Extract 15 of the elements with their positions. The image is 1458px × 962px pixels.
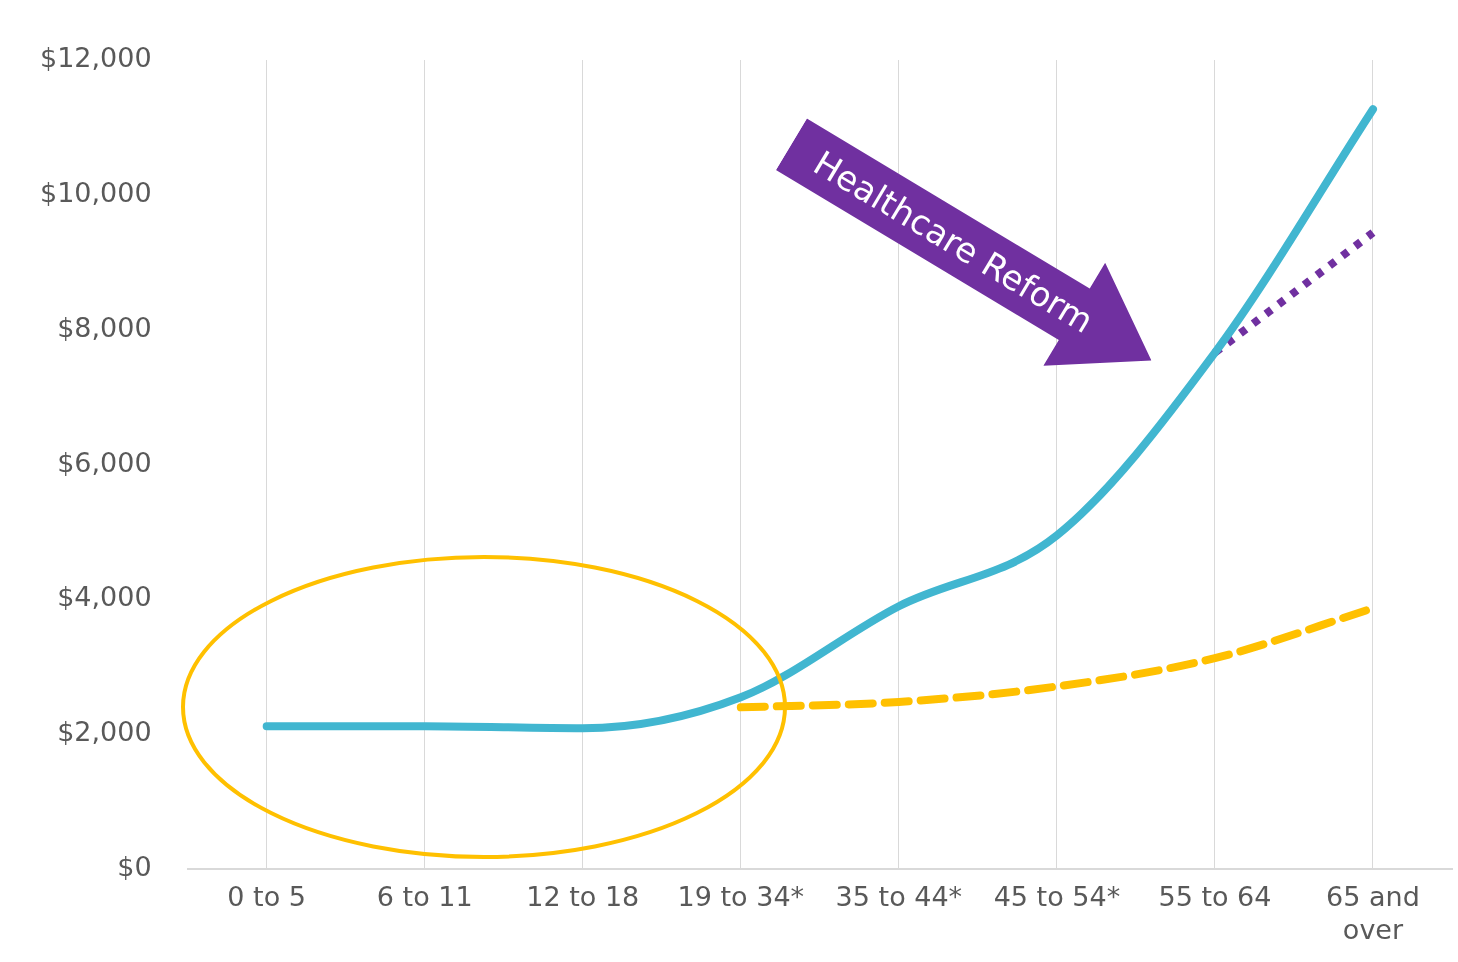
y-tick-label: $2,000 — [57, 716, 152, 748]
x-tick-label: 35 to 44* — [835, 881, 963, 913]
y-tick-label: $0 — [117, 851, 152, 883]
y-tick-label: $6,000 — [57, 446, 152, 478]
y-tick-label: $8,000 — [57, 311, 152, 343]
y-tick-label: $10,000 — [40, 176, 152, 208]
x-tick-label: 65 and over — [1326, 881, 1420, 945]
x-tick-label: 55 to 64 — [1158, 881, 1272, 913]
x-tick-label: 12 to 18 — [526, 881, 640, 913]
x-tick-label: 6 to 11 — [376, 881, 473, 913]
y-tick-label: $4,000 — [57, 581, 152, 613]
x-tick-label: 19 to 34* — [677, 881, 805, 913]
x-tick-label: 45 to 54* — [993, 881, 1121, 913]
x-tick-label: 0 to 5 — [227, 881, 306, 913]
y-tick-label: $12,000 — [40, 42, 152, 74]
